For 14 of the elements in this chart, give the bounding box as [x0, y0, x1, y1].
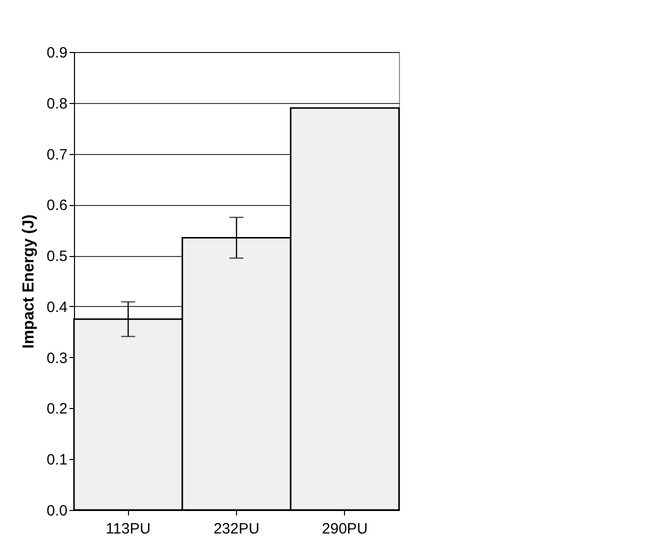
- y-tick-label: 0.7: [46, 146, 68, 164]
- x-tick-label: 290PU: [322, 520, 368, 538]
- y-tick-label: 0.1: [46, 452, 68, 469]
- y-tick-label: 0.8: [46, 95, 68, 112]
- y-tick-label: 0.4: [46, 298, 68, 316]
- y-tick-label: 0.9: [46, 44, 68, 62]
- y-axis-title: Impact Energy (J): [20, 214, 38, 349]
- y-tick-label: 0.5: [46, 248, 68, 266]
- y-tick-label: 0.6: [46, 197, 68, 214]
- y-tick-label: 0.3: [46, 350, 68, 367]
- y-tick-label: 0.0: [46, 502, 68, 520]
- x-tick-label: 113PU: [106, 520, 151, 538]
- x-tick-label: 232PU: [214, 520, 260, 538]
- y-tick-label: 0.2: [46, 400, 68, 418]
